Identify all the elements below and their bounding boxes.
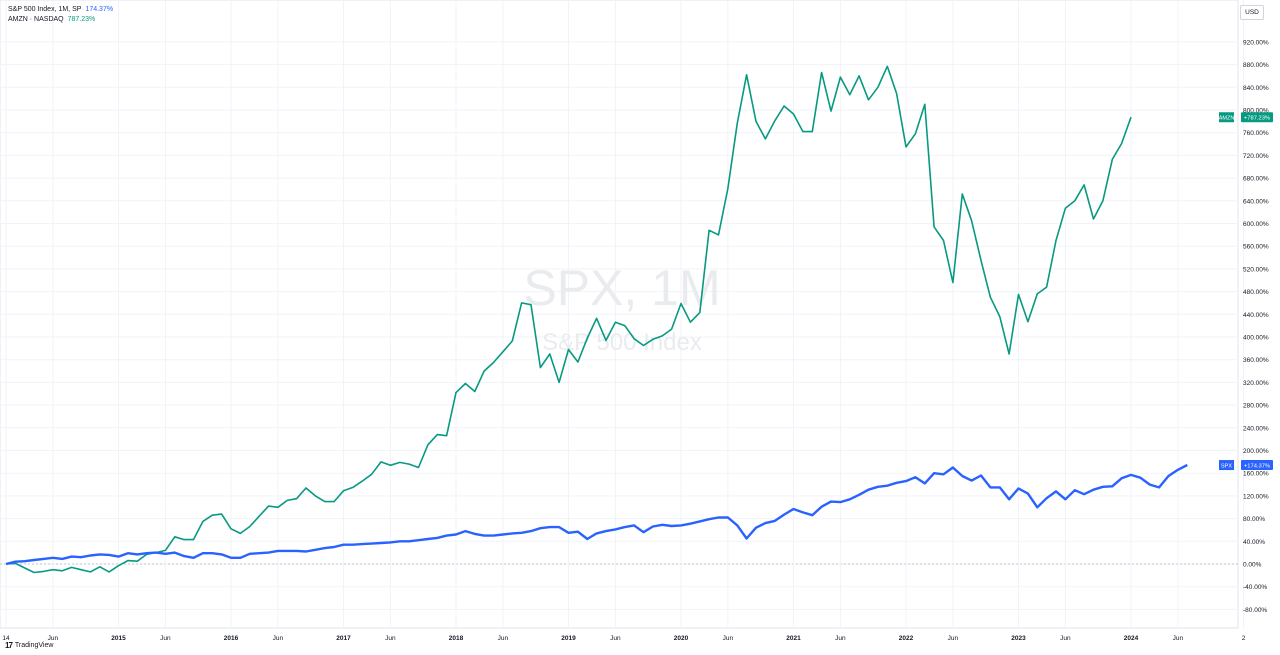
x-tick-label: Jun: [498, 635, 509, 642]
badge-amzn: AMZN +787.23%: [1219, 112, 1273, 123]
y-tick-label: 360.00%: [1243, 357, 1269, 364]
y-tick-label: 440.00%: [1243, 312, 1269, 319]
y-tick-label: 280.00%: [1243, 403, 1269, 410]
y-tick-label: 480.00%: [1243, 289, 1269, 296]
x-tick-label: 2024: [1124, 635, 1139, 642]
y-axis[interactable]: -80.00% -40.00% 0.00% 40.00% 80.00% 120.00% 16…: [1243, 39, 1269, 614]
x-tick-label: Jun: [610, 635, 621, 642]
x-tick-label: 2019: [561, 635, 576, 642]
x-tick-label: 2015: [111, 635, 126, 642]
y-tick-label: 40.00%: [1243, 539, 1265, 546]
watermark: SPX, 1M S&P 500 Index: [523, 260, 720, 356]
x-tick-label: 2018: [449, 635, 464, 642]
x-tick-label: Jun: [723, 635, 734, 642]
y-tick-label: 680.00%: [1243, 176, 1269, 183]
y-tick-label: 80.00%: [1243, 516, 1265, 523]
x-tick-label: 2022: [899, 635, 914, 642]
badge-symbol: AMZN: [1219, 116, 1235, 122]
currency-selector[interactable]: USD: [1240, 5, 1264, 20]
price-badges: AMZN +787.23% SPX +174.37%: [1219, 112, 1273, 471]
x-tick-label: 2020: [674, 635, 689, 642]
y-tick-label: 880.00%: [1243, 62, 1269, 69]
legend-spx-label: S&P 500 Index, 1M, SP: [8, 6, 82, 13]
series-line-amzn[interactable]: [5, 65, 1132, 574]
badge-value-bg: [1241, 460, 1273, 471]
y-tick-label: 0.00%: [1243, 562, 1262, 569]
series-layer: [5, 65, 1188, 574]
x-tick-label: 2: [1242, 635, 1246, 642]
y-tick-label: 400.00%: [1243, 335, 1269, 342]
y-tick-label: -80.00%: [1243, 607, 1267, 614]
y-tick-label: 320.00%: [1243, 380, 1269, 387]
y-tick-label: 800.00%: [1243, 108, 1269, 115]
x-tick-label: Jun: [948, 635, 959, 642]
chart-grid: [0, 0, 1244, 629]
badge-symbol-bg: [1219, 460, 1234, 471]
legend-row-spx[interactable]: S&P 500 Index, 1M, SP 174.37%: [8, 5, 113, 15]
tradingview-brand: TradingView: [14, 642, 54, 649]
y-tick-label: 760.00%: [1243, 130, 1269, 137]
y-tick-label: 200.00%: [1243, 448, 1269, 455]
x-tick-label: Jun: [160, 635, 171, 642]
badge-value: +174.37%: [1244, 463, 1270, 469]
x-tick-label: Jun: [273, 635, 284, 642]
watermark-symbol: SPX, 1M: [523, 260, 720, 316]
x-tick-label: Jun: [385, 635, 396, 642]
badge-symbol-bg: [1219, 112, 1234, 123]
y-tick-label: 600.00%: [1243, 221, 1269, 228]
series-line-spx[interactable]: [5, 463, 1188, 566]
legend-amzn-label: AMZN · NASDAQ: [8, 16, 64, 23]
x-tick-label: 2023: [1011, 635, 1026, 642]
y-tick-label: 520.00%: [1243, 266, 1269, 273]
x-tick-label: Jun: [835, 635, 846, 642]
x-tick-label: Jun: [48, 635, 59, 642]
chart-legend: S&P 500 Index, 1M, SP 174.37% AMZN · NASD…: [8, 5, 113, 25]
x-tick-label: 2016: [224, 635, 239, 642]
legend-row-amzn[interactable]: AMZN · NASDAQ 787.23%: [8, 15, 113, 25]
x-tick-label: 14: [2, 635, 10, 642]
x-tick-label: 2021: [786, 635, 801, 642]
y-tick-label: 920.00%: [1243, 39, 1269, 46]
badge-value: +787.23%: [1244, 116, 1270, 122]
y-tick-label: 720.00%: [1243, 153, 1269, 160]
badge-value-bg: [1241, 112, 1273, 123]
tradingview-logo-icon: 17: [5, 641, 13, 650]
tradingview-logo[interactable]: 17 TradingView: [5, 641, 53, 650]
badge-symbol: SPX: [1221, 463, 1232, 469]
y-tick-label: 840.00%: [1243, 85, 1269, 92]
y-tick-label: -40.00%: [1243, 584, 1267, 591]
y-tick-label: 240.00%: [1243, 425, 1269, 432]
x-tick-label: 2017: [336, 635, 351, 642]
legend-amzn-value: 787.23%: [67, 16, 96, 23]
y-tick-label: 160.00%: [1243, 471, 1269, 478]
x-tick-label: Jun: [1060, 635, 1071, 642]
watermark-name: S&P 500 Index: [542, 329, 702, 356]
y-tick-label: 560.00%: [1243, 244, 1269, 251]
x-axis[interactable]: 14 Jun 2015 Jun 2016 Jun 2017 Jun 2018 Jun 2019 Jun…: [2, 635, 1245, 642]
y-tick-label: 120.00%: [1243, 493, 1269, 500]
badge-spx: SPX +174.37%: [1219, 460, 1273, 471]
y-tick-label: 640.00%: [1243, 198, 1269, 205]
x-tick-label: Jun: [1173, 635, 1184, 642]
legend-spx-value: 174.37%: [85, 6, 114, 13]
